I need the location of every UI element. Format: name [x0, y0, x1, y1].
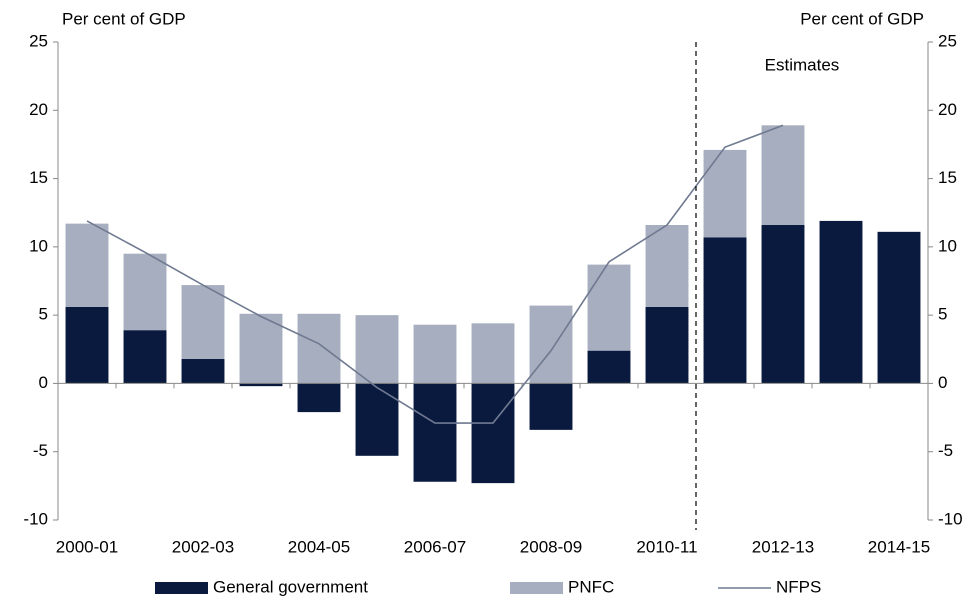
bar: [587, 350, 631, 384]
legend-swatch: [510, 582, 563, 594]
x-tick-label: 2004-05: [288, 537, 350, 556]
line: [86, 124, 784, 424]
annotation: Estimates: [765, 55, 840, 74]
legend-swatch: [155, 582, 208, 594]
x-tick-label: 2008-09: [520, 537, 582, 556]
y-tick-label: 5: [39, 305, 48, 324]
y-tick-label: 25: [29, 31, 48, 50]
bar: [181, 358, 225, 384]
bar: [529, 305, 573, 384]
bar: [297, 313, 341, 384]
y2-tick-label: -5: [938, 441, 953, 460]
bar: [123, 330, 167, 384]
y2-tick-label: 25: [938, 31, 957, 50]
bar: [413, 383, 457, 482]
y-tick-label: -10: [23, 509, 48, 528]
bar: [239, 313, 283, 384]
y2-tick-label: 5: [938, 305, 947, 324]
legend-label: General government: [213, 577, 368, 596]
legend-label: PNFC: [568, 577, 614, 596]
bar: [761, 125, 805, 226]
bar: [761, 225, 805, 384]
y-tick-label: 15: [29, 168, 48, 187]
bar: [529, 383, 573, 430]
y-axis-label: Per cent of GDP: [62, 9, 186, 28]
bar: [645, 306, 689, 384]
bar: [65, 223, 109, 307]
bar: [123, 253, 167, 331]
bar: [297, 383, 341, 413]
bar: [877, 231, 921, 384]
bar: [645, 225, 689, 307]
x-tick-label: 2012-13: [752, 537, 814, 556]
y-tick-label: -5: [33, 441, 48, 460]
x-tick-label: 2006-07: [404, 537, 466, 556]
y-tick-label: 20: [29, 100, 48, 119]
bar: [65, 306, 109, 384]
x-tick-label: 2002-03: [172, 537, 234, 556]
x-tick-label: 2010-11: [636, 537, 697, 556]
y2-axis-label: Per cent of GDP: [800, 9, 924, 28]
y-tick-label: 10: [29, 236, 48, 255]
bar: [471, 383, 515, 484]
bar: [413, 324, 457, 384]
bar: [703, 237, 747, 384]
bar: [355, 315, 399, 384]
bar: [181, 285, 225, 359]
y2-tick-label: -10: [938, 509, 963, 528]
bar: [471, 323, 515, 384]
legend-label: NFPS: [776, 577, 821, 596]
bar: [587, 264, 631, 351]
y-tick-label: 0: [39, 373, 48, 392]
bar: [239, 383, 283, 387]
bar: [819, 220, 863, 384]
y2-tick-label: 20: [938, 100, 957, 119]
y2-tick-label: 10: [938, 236, 957, 255]
bar: [703, 149, 747, 238]
bar: [355, 383, 399, 456]
y2-tick-label: 15: [938, 168, 957, 187]
x-tick-label: 2000-01: [56, 537, 118, 556]
y2-tick-label: 0: [938, 373, 947, 392]
x-tick-label: 2014-15: [868, 537, 930, 556]
